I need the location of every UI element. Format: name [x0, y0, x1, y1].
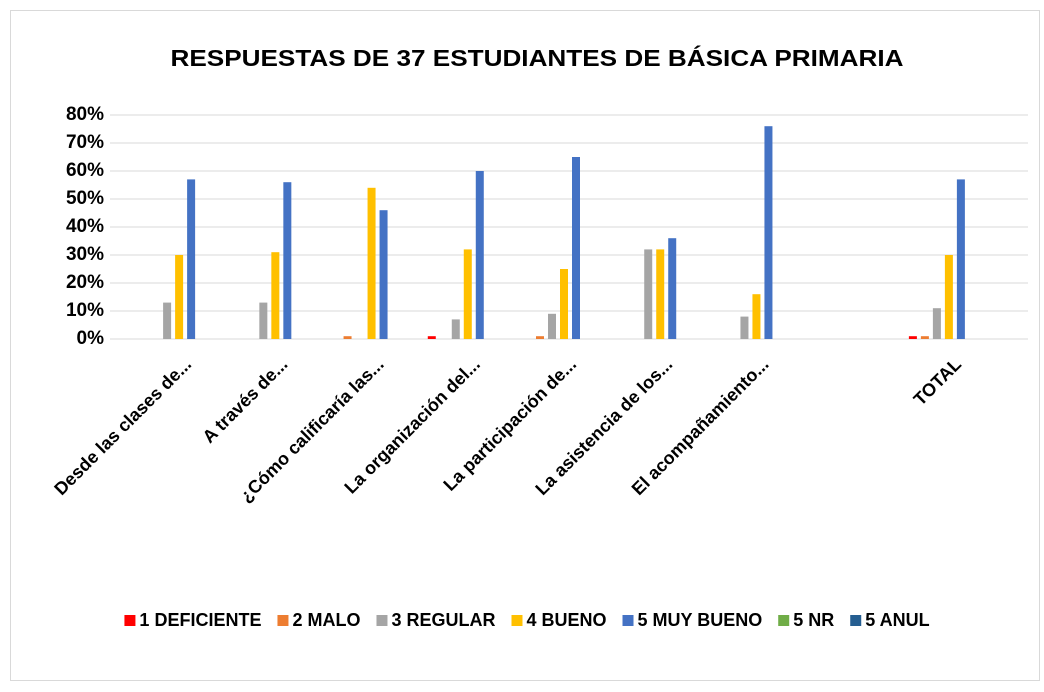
bar [668, 238, 677, 339]
bar [908, 336, 917, 339]
legend: 1 DEFICIENTE 2 MALO 3 REGULAR 4 BUENO 5 MUY … [124, 610, 930, 630]
legend-swatch [376, 615, 388, 626]
chart-frame [10, 10, 1040, 681]
legend-label: 5 NR [793, 610, 834, 630]
bar [740, 316, 749, 339]
y-tick-label: 10% [66, 300, 104, 321]
bar [644, 249, 653, 339]
bar [920, 336, 929, 339]
y-tick-label: 30% [66, 244, 104, 265]
y-tick-label: 70% [66, 132, 104, 153]
bar [475, 171, 484, 339]
bar [367, 187, 376, 339]
bar [572, 157, 580, 339]
bar [656, 249, 665, 339]
bar [451, 319, 460, 339]
y-tick-label: 40% [66, 216, 104, 237]
legend-label: 5 ANUL [865, 610, 929, 630]
bar [560, 269, 568, 339]
bar [187, 179, 196, 339]
legend-swatch [778, 615, 790, 626]
y-tick-label: 20% [66, 272, 104, 293]
bar [163, 302, 172, 339]
bar [548, 313, 556, 339]
bar [463, 249, 472, 339]
legend-swatch [511, 615, 523, 626]
bar [944, 255, 953, 339]
y-tick-label: 60% [66, 160, 104, 181]
legend-label: 3 REGULAR [391, 610, 495, 630]
bar [283, 182, 292, 339]
bar [752, 294, 761, 339]
legend-swatch [124, 615, 136, 626]
bar [932, 308, 941, 339]
bar [379, 210, 388, 339]
legend-label: 4 BUENO [526, 610, 606, 630]
legend-label: 1 DEFICIENTE [139, 610, 261, 630]
y-tick-label: 80% [66, 104, 104, 125]
bar [536, 336, 544, 339]
bar [764, 126, 773, 339]
legend-label: 2 MALO [292, 610, 360, 630]
y-tick-label: 50% [66, 188, 104, 209]
chart-title: RESPUESTAS DE 37 ESTUDIANTES DE BÁSICA P… [171, 44, 904, 71]
legend-swatch [277, 615, 289, 626]
bar [259, 302, 268, 339]
bar [956, 179, 965, 339]
bar [175, 255, 184, 339]
y-tick-label: 0% [77, 328, 105, 349]
legend-label: 5 MUY BUENO [638, 610, 763, 630]
legend-swatch [850, 615, 862, 626]
bar [343, 336, 352, 339]
legend-swatch [622, 615, 634, 626]
bar [271, 252, 280, 339]
bar [427, 336, 436, 339]
